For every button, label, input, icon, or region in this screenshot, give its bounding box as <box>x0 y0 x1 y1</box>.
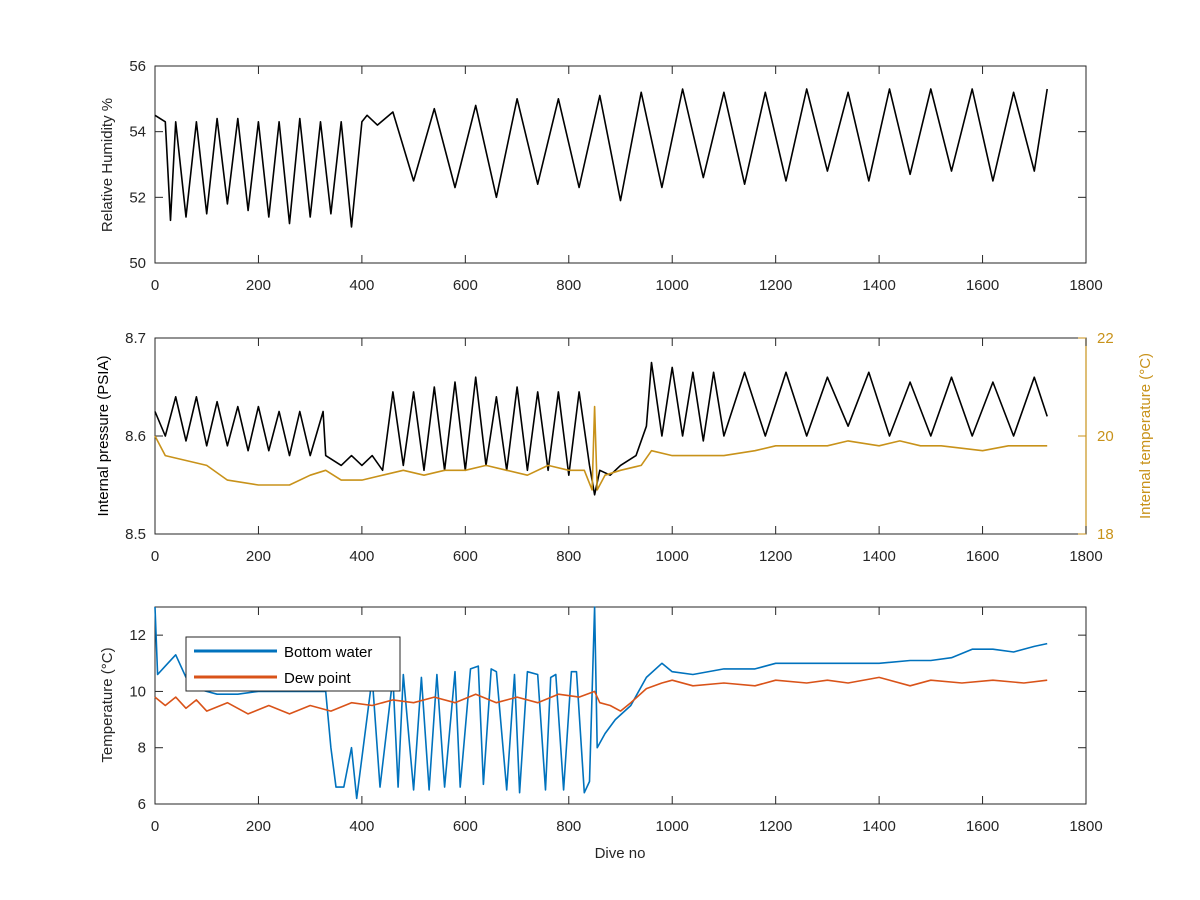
legend-box <box>185 636 401 692</box>
y-tick-label: 10 <box>129 683 146 700</box>
x-tick-label: 0 <box>151 548 159 565</box>
x-tick-label: 1200 <box>759 818 792 835</box>
legend-label-bottom-water: Bottom water <box>284 644 372 661</box>
series-line-left-0 <box>154 361 1048 496</box>
series-layer <box>154 88 1048 228</box>
x-tick-label: 0 <box>151 277 159 294</box>
x-tick-labels: 0 200 400 600 800 1000 1200 1400 1600 1800 <box>151 338 1103 565</box>
axes-box <box>154 65 1087 264</box>
x-tick-label: 1200 <box>759 277 792 294</box>
x-tick-label: 600 <box>453 818 478 835</box>
panel-relative-humidity: 0 200 400 600 800 1000 1200 1400 1600 1800 50 52 54… <box>99 58 1103 294</box>
y-tick-labels: 8.5 8.6 8.7 <box>125 330 163 543</box>
x-tick-label: 400 <box>349 277 374 294</box>
x-tick-label: 200 <box>246 818 271 835</box>
y2-tick-labels: 18 20 22 <box>1078 330 1114 543</box>
x-tick-label: 1600 <box>966 277 999 294</box>
x-tick-label: 600 <box>453 277 478 294</box>
y2-axis-label: Internal temperature (°C) <box>1137 353 1154 519</box>
series-line-bottom-water <box>154 606 1048 800</box>
y-tick-label: 52 <box>129 189 146 206</box>
y-tick-label: 50 <box>129 255 146 272</box>
x-tick-label: 1400 <box>862 277 895 294</box>
y-tick-label: 8.5 <box>125 526 146 543</box>
x-tick-label: 1800 <box>1069 277 1102 294</box>
y-tick-labels: 6 8 10 12 <box>129 627 1086 813</box>
x-tick-label: 800 <box>556 818 581 835</box>
y-tick-label: 56 <box>129 58 146 75</box>
x-tick-label: 1800 <box>1069 548 1102 565</box>
y-tick-label: 6 <box>138 796 146 813</box>
x-tick-label: 1600 <box>966 548 999 565</box>
x-tick-label: 1000 <box>656 548 689 565</box>
y-tick-label: 8.6 <box>125 428 146 445</box>
x-tick-label: 1400 <box>862 818 895 835</box>
series-line-dew-point <box>154 676 1048 715</box>
x-tick-label: 1200 <box>759 548 792 565</box>
x-tick-label: 800 <box>556 548 581 565</box>
x-tick-label: 200 <box>246 548 271 565</box>
x-tick-label: 800 <box>556 277 581 294</box>
y-axis-label: Temperature (°C) <box>99 647 116 762</box>
x-tick-label: 1800 <box>1069 818 1102 835</box>
x-tick-label: 1400 <box>862 548 895 565</box>
x-tick-label: 0 <box>151 818 159 835</box>
x-tick-labels: 0 200 400 600 800 1000 1200 1400 1600 1800 <box>151 607 1103 835</box>
x-tick-label: 400 <box>349 548 374 565</box>
y2-tick-label: 22 <box>1097 330 1114 347</box>
x-tick-label: 1000 <box>656 277 689 294</box>
legend: Bottom water Dew point <box>185 636 401 692</box>
x-tick-label: 400 <box>349 818 374 835</box>
series-layer <box>154 606 1048 800</box>
y-tick-label: 8 <box>138 740 146 757</box>
y2-tick-label: 18 <box>1097 526 1114 543</box>
y-tick-label: 54 <box>129 124 146 141</box>
series-line-data-0 <box>154 88 1048 228</box>
legend-label-dew-point: Dew point <box>284 670 352 687</box>
y-tick-labels: 50 52 54 56 <box>129 58 1086 272</box>
y2-tick-label: 20 <box>1097 428 1114 445</box>
panel-internal-pressure: 0 200 400 600 800 1000 1200 1400 1600 1800 8.5 8.6… <box>95 330 1154 565</box>
y-axis-label: Internal pressure (PSIA) <box>95 356 112 517</box>
x-tick-label: 200 <box>246 277 271 294</box>
y-tick-label: 12 <box>129 627 146 644</box>
x-axis-label: Dive no <box>595 845 646 862</box>
x-tick-labels: 0 200 400 600 800 1000 1200 1400 1600 1800 <box>151 66 1103 294</box>
series-layer <box>154 361 1048 496</box>
series-line-right-1 <box>154 405 1048 491</box>
y-tick-label: 8.7 <box>125 330 146 347</box>
y-axis-label: Relative Humidity % <box>99 98 116 232</box>
x-tick-label: 1000 <box>656 818 689 835</box>
panel-temperature: 0 200 400 600 800 1000 1200 1400 1600 1800 6 8 10 12… <box>99 606 1103 862</box>
x-tick-label: 600 <box>453 548 478 565</box>
x-tick-label: 1600 <box>966 818 999 835</box>
